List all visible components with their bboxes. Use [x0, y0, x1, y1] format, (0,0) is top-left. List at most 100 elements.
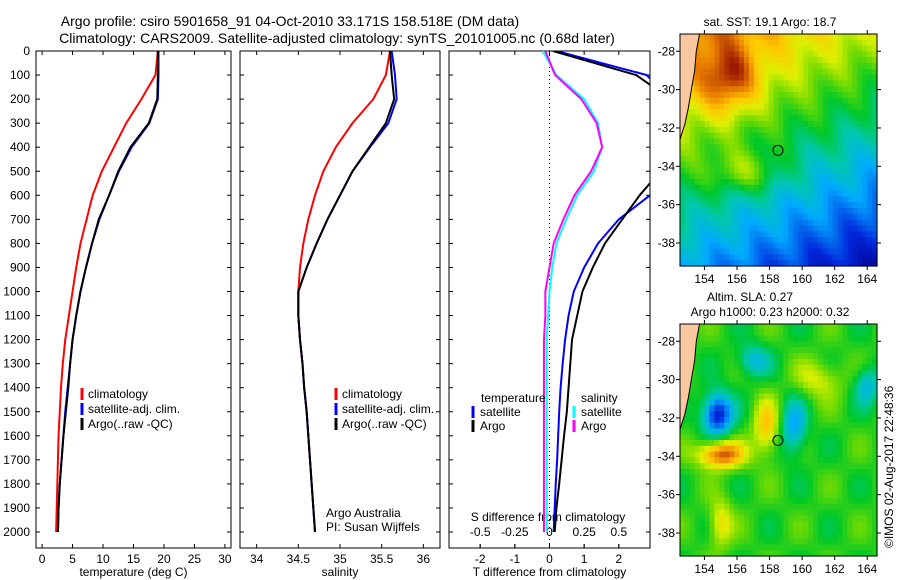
map-cell — [709, 370, 715, 377]
map-cell — [724, 237, 730, 244]
map-cell — [704, 457, 711, 464]
map-cell — [827, 155, 834, 163]
map-cell — [709, 521, 715, 528]
map-cell — [744, 109, 750, 116]
map-cell — [832, 57, 839, 64]
map-cell — [852, 219, 858, 226]
map-cell — [817, 370, 824, 377]
series-line-s-satellite — [541, 51, 604, 532]
lon-tick-label: 156 — [727, 272, 747, 286]
map-cell — [817, 242, 824, 250]
map-cell — [817, 538, 824, 545]
map-cell — [734, 109, 740, 116]
map-cell — [837, 382, 844, 389]
map-cell — [709, 544, 715, 551]
map-cell — [832, 121, 839, 128]
map-cell — [867, 428, 873, 435]
map-cell — [847, 341, 853, 348]
map-cell — [778, 411, 784, 418]
map-cell — [763, 219, 770, 226]
map-cell — [763, 405, 770, 412]
map-cell — [694, 167, 701, 174]
map-cell — [842, 202, 848, 209]
map-cell — [694, 92, 701, 99]
map-cell — [808, 254, 814, 261]
map-cell — [758, 393, 765, 400]
map-cell — [832, 544, 839, 551]
map-cell — [704, 80, 711, 87]
map-cell — [862, 138, 868, 145]
y-tick-label: 200 — [10, 92, 30, 106]
map-cell — [749, 382, 755, 389]
map-cell — [758, 486, 765, 493]
map-cell — [798, 434, 804, 441]
map-cell — [788, 382, 794, 389]
map-cell — [704, 480, 711, 487]
map-cell — [872, 532, 878, 540]
map-cell — [763, 370, 770, 377]
map-cell — [768, 387, 775, 395]
map-cell — [734, 451, 740, 458]
map-cell — [832, 132, 839, 139]
map-cell — [684, 184, 691, 192]
map-cell — [734, 248, 740, 255]
map-cell — [842, 393, 848, 400]
map-cell — [862, 509, 868, 516]
map-cell — [867, 208, 873, 215]
map-cell — [734, 324, 740, 331]
map-cell — [857, 434, 863, 441]
map-cell — [699, 144, 706, 151]
map-cell — [744, 422, 750, 429]
map-cell — [724, 335, 730, 342]
map-cell — [793, 34, 799, 41]
map-cell — [827, 550, 834, 557]
map-cell — [719, 364, 725, 371]
map-cell — [798, 115, 804, 122]
map-cell — [684, 161, 691, 168]
map-cell — [768, 173, 775, 180]
map-cell — [749, 509, 755, 516]
map-cell — [749, 364, 755, 371]
temperature-panel: 0100200300400500600700800900100011001200… — [3, 44, 232, 579]
map-cell — [808, 161, 814, 168]
map-cell — [867, 405, 873, 412]
map-cell — [699, 544, 706, 551]
map-cell — [852, 434, 858, 441]
map-cell — [704, 161, 711, 168]
map-cell — [793, 248, 799, 255]
map-cell — [872, 242, 878, 250]
map-cell — [793, 370, 799, 377]
map-cell — [847, 486, 853, 493]
plot-frame — [239, 50, 441, 549]
map-cell — [699, 393, 706, 400]
map-cell — [842, 509, 848, 516]
map-cell — [803, 80, 809, 87]
map-cell — [827, 382, 834, 389]
map-cell — [680, 521, 686, 528]
map-cell — [813, 399, 819, 406]
map-cell — [694, 225, 701, 232]
map-cell — [694, 486, 701, 493]
map-cell — [773, 503, 780, 511]
map-cell — [803, 405, 809, 412]
map-cell — [872, 173, 878, 180]
map-cell — [872, 358, 878, 366]
map-cell — [847, 179, 853, 186]
map-cell — [783, 486, 789, 493]
map-cell — [724, 231, 730, 238]
map-cell — [857, 74, 863, 81]
map-cell — [867, 393, 873, 400]
map-cell — [694, 184, 701, 192]
map-cell — [758, 469, 765, 476]
map-cell — [758, 254, 765, 261]
map-cell — [768, 202, 775, 209]
map-cell — [867, 173, 873, 180]
map-cell — [798, 92, 804, 99]
map-cell — [778, 486, 784, 493]
map-cell — [739, 202, 745, 209]
map-frame — [679, 323, 878, 557]
map-cell — [704, 469, 711, 476]
map-cell — [872, 202, 878, 209]
map-cell — [862, 532, 868, 540]
map-cell — [793, 329, 799, 337]
